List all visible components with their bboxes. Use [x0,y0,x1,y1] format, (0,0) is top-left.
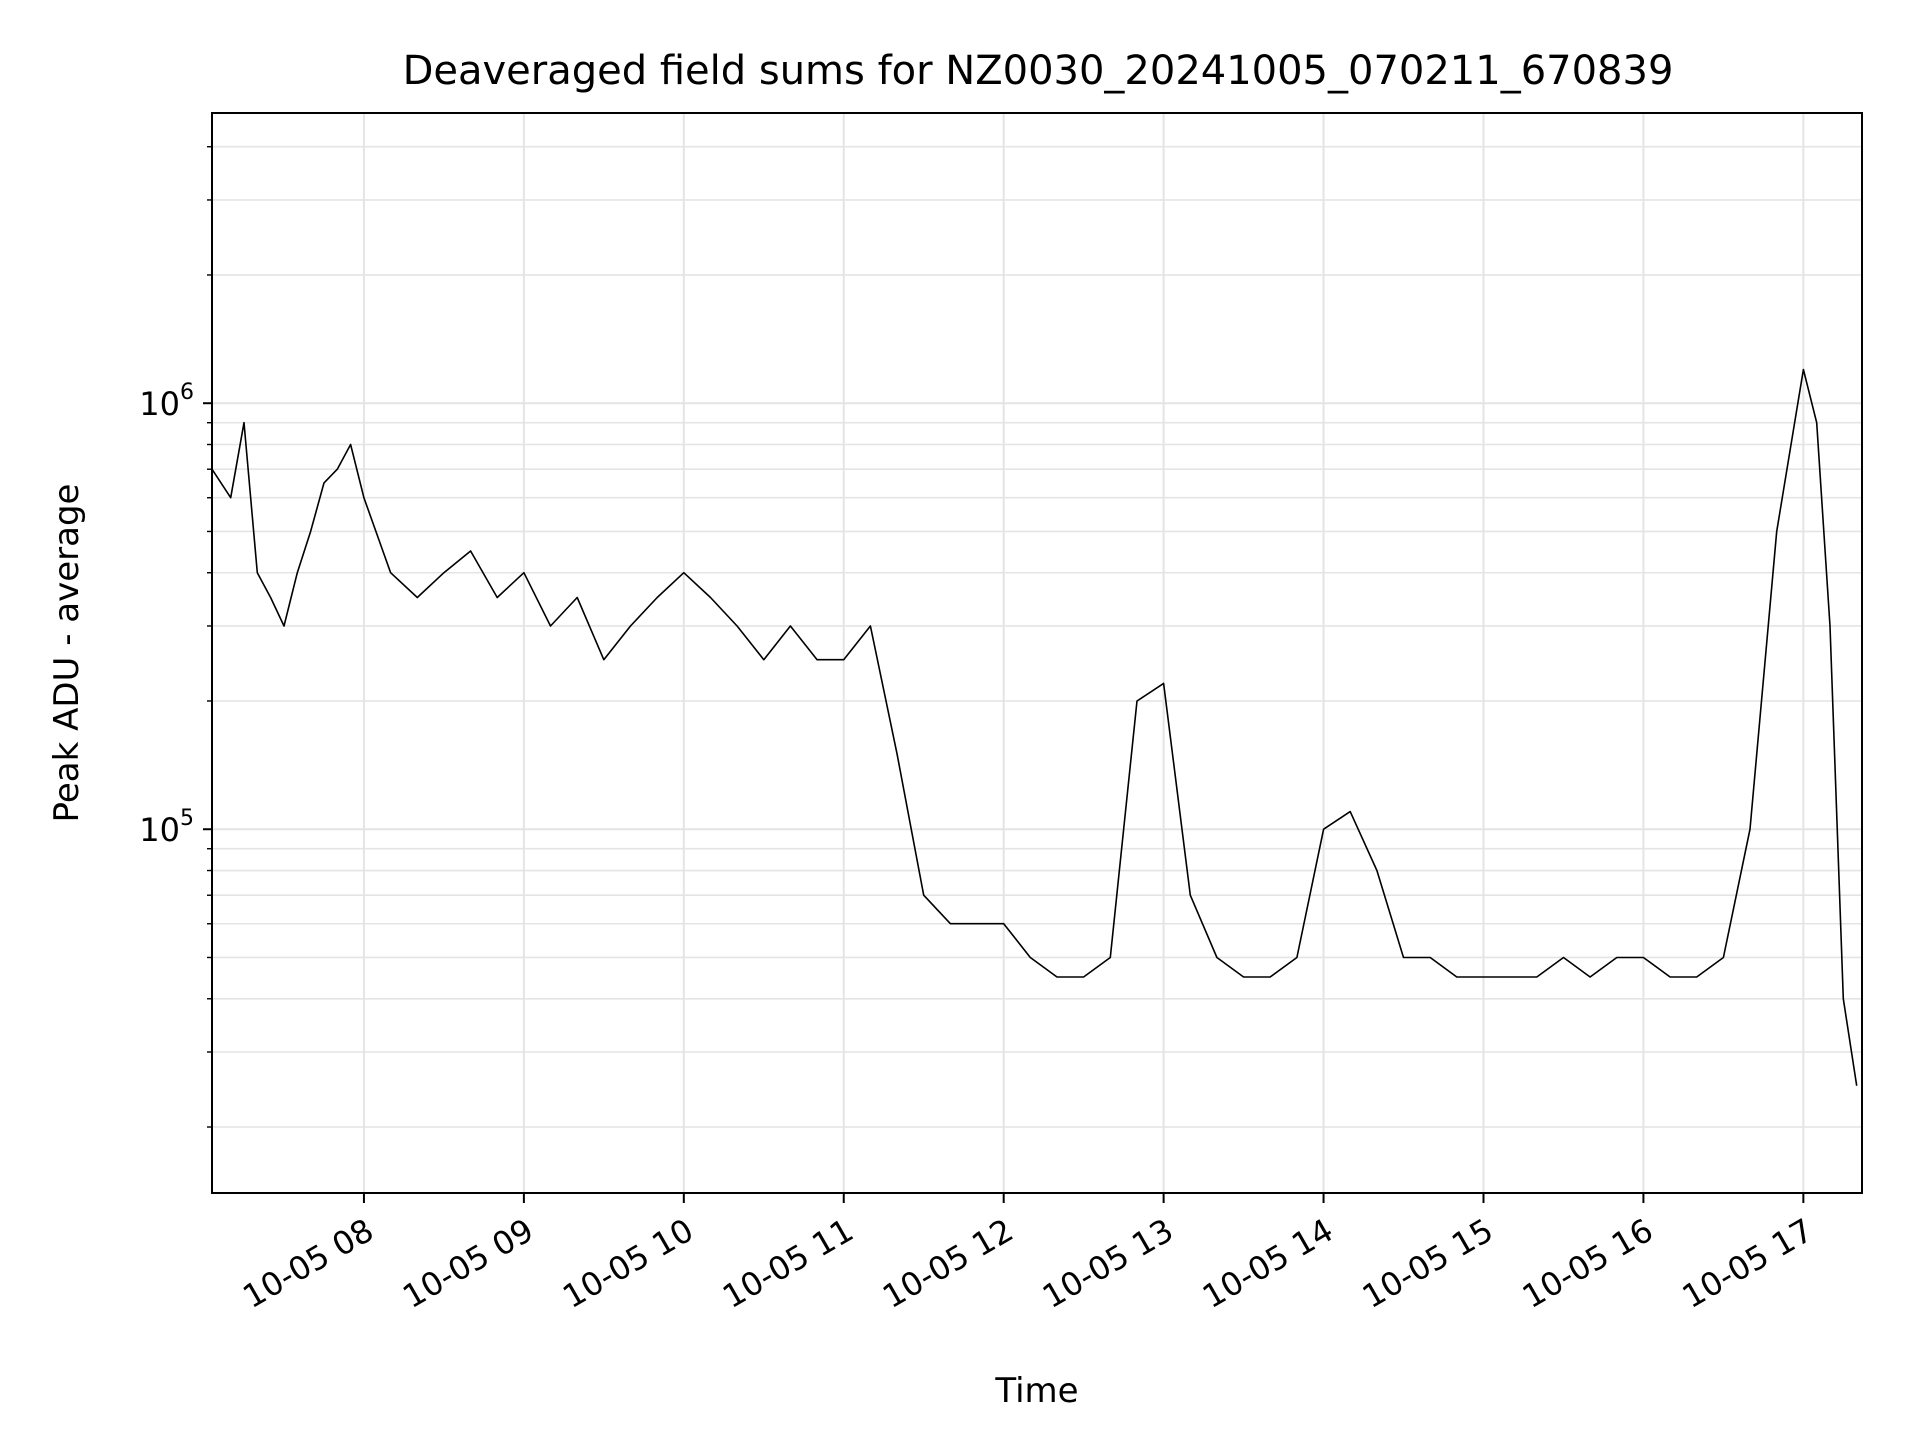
x-axis-label: Time [994,1371,1078,1411]
y-tick-label: 105 [139,806,194,849]
x-tick-label: 10-05 16 [1516,1211,1660,1316]
series-polyline [211,368,1858,1086]
grid-lines [212,113,1862,1193]
y-axis-ticks: 105 106 [139,146,212,1128]
chart-title: Deaveraged field sums for NZ0030_2024100… [403,48,1674,94]
y-tick-label: 106 [139,380,194,423]
x-tick-label: 10-05 08 [236,1211,380,1316]
x-tick-label: 10-05 13 [1036,1211,1180,1316]
y-axis-label: Peak ADU - average [47,484,87,823]
x-tick-label: 10-05 15 [1356,1211,1500,1316]
plot-frame [211,112,1863,1194]
x-tick-label: 10-05 17 [1676,1211,1820,1316]
series-line [211,368,1858,1086]
x-axis-ticks: 10-05 08 10-05 09 10-05 10 10-05 11 10-05 12… [236,1193,1819,1316]
x-tick-label: 10-05 12 [876,1211,1020,1316]
x-tick-label: 10-05 14 [1196,1211,1340,1316]
x-tick-label: 10-05 09 [396,1211,540,1316]
x-tick-label: 10-05 11 [716,1211,860,1316]
x-tick-label: 10-05 10 [556,1211,700,1316]
